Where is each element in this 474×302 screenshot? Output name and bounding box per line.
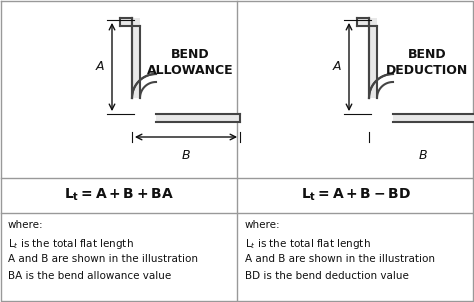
Text: A and B are shown in the illustration: A and B are shown in the illustration: [8, 254, 198, 264]
Text: BD is the bend deduction value: BD is the bend deduction value: [245, 271, 409, 281]
Text: $\mathbf{L_t = A + B - BD}$: $\mathbf{L_t = A + B - BD}$: [301, 187, 411, 203]
Text: BA is the bend allowance value: BA is the bend allowance value: [8, 271, 171, 281]
Text: where:: where:: [245, 220, 281, 230]
Text: A: A: [333, 60, 341, 73]
Bar: [357, 18, 377, 26]
Text: BEND: BEND: [408, 49, 447, 62]
Text: BEND: BEND: [171, 49, 210, 62]
Text: A: A: [96, 60, 104, 73]
Bar: [156, 114, 240, 122]
Text: DEDUCTION: DEDUCTION: [386, 63, 468, 76]
Text: L$_t$ is the total flat length: L$_t$ is the total flat length: [8, 237, 134, 251]
Bar: [393, 114, 474, 122]
Bar: [132, 18, 140, 98]
Text: ALLOWANCE: ALLOWANCE: [146, 63, 233, 76]
Text: A and B are shown in the illustration: A and B are shown in the illustration: [245, 254, 435, 264]
Text: B: B: [419, 149, 428, 162]
Bar: [369, 18, 377, 98]
Text: where:: where:: [8, 220, 44, 230]
Text: L$_t$ is the total flat length: L$_t$ is the total flat length: [245, 237, 371, 251]
Text: B: B: [182, 149, 191, 162]
Text: $\mathbf{L_t = A + B + BA}$: $\mathbf{L_t = A + B + BA}$: [64, 187, 174, 203]
Bar: [120, 18, 140, 26]
